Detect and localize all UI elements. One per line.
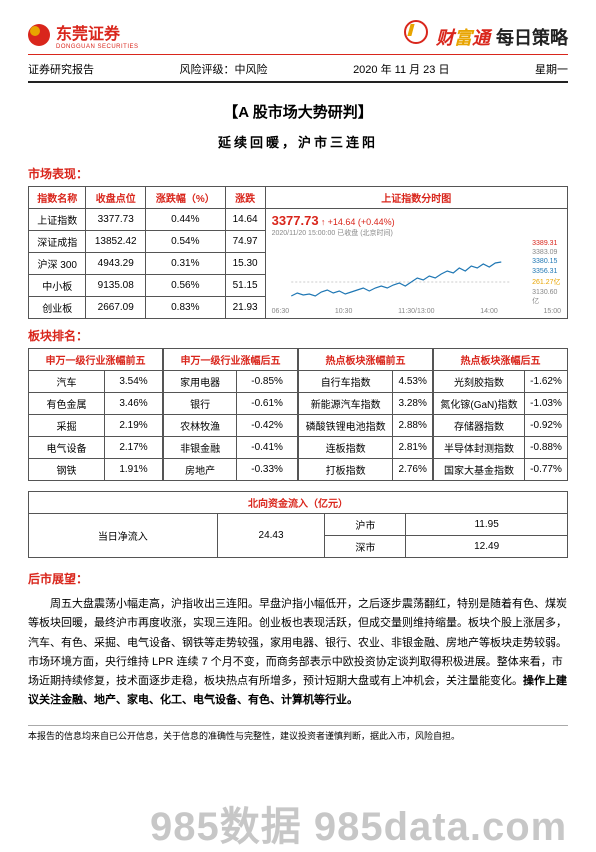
footer-disclaimer: 本报告的信息均来自已公开信息，关于信息的准确性与完整性，建议投资者谨慎判断，据此…	[28, 725, 568, 743]
market-table-wrap: 指数名称 收盘点位 涨跌幅（%） 涨跌 上证指数3377.730.44%14.6…	[28, 186, 568, 319]
mkt-col-chg: 涨跌	[225, 187, 265, 209]
meta-weekday: 星期一	[535, 61, 568, 77]
page-header: 东莞证券 DONGGUAN SECURITIES 财富通 每日策略	[28, 20, 568, 55]
sector-tables: 申万一级行业涨幅前五 汽车3.54% 有色金属3.46% 采掘2.19% 电气设…	[28, 348, 568, 481]
chart-heading: 上证指数分时图	[266, 187, 567, 209]
chart-datetime: 2020/11/20 15:00:00 已收盘 (北京时间)	[272, 228, 561, 238]
sector-table-3: 热点板块涨幅前五 自行车指数4.53% 新能源汽车指数3.28% 磷酸铁锂电池指…	[298, 348, 433, 481]
table-row: 沪深 3004943.290.31%15.30	[29, 253, 266, 275]
sub-title: 延续回暖，沪市三连阳	[28, 132, 568, 151]
sector-table-4: 热点板块涨幅后五 光刻胶指数-1.62% 氮化镓(GaN)指数-1.03% 存储…	[433, 348, 568, 481]
mkt-col-close: 收盘点位	[86, 187, 146, 209]
inflow-table-wrap: 北向资金流入（亿元） 当日净流入 24.43 沪市 11.95 深市 12.49	[28, 491, 568, 558]
caifutong-icon	[404, 20, 428, 44]
daily-strategy-label: 每日策略	[496, 24, 568, 50]
logo-left: 东莞证券 DONGGUAN SECURITIES	[28, 20, 139, 50]
intraday-chart	[272, 238, 531, 308]
table-row: 中小板9135.080.56%51.15	[29, 275, 266, 297]
sector-table-1: 申万一级行业涨幅前五 汽车3.54% 有色金属3.46% 采掘2.19% 电气设…	[28, 348, 163, 481]
logo-right: 财富通 每日策略	[404, 20, 568, 50]
meta-row: 证券研究报告 风险评级：中风险 2020 年 11 月 23 日 星期一	[28, 61, 568, 83]
main-title: 【A 股市场大势研判】	[28, 101, 568, 122]
outlook-body: 周五大盘震荡小幅走高，沪指收出三连阳。早盘沪指小幅低开，之后逐步震荡翻红，特别是…	[28, 595, 568, 711]
chart-price: 3377.73	[272, 213, 319, 228]
market-heading: 市场表现：	[28, 165, 568, 182]
chart-arrow: ↑	[321, 217, 326, 227]
brand-caifutong: 财富通	[436, 24, 490, 50]
sector-heading: 板块排名：	[28, 327, 568, 344]
table-row: 上证指数3377.730.44%14.64	[29, 209, 266, 231]
meta-report-type: 证券研究报告	[28, 61, 94, 77]
outlook-heading: 后市展望：	[28, 570, 568, 587]
company-logo-icon	[28, 24, 50, 46]
outlook-text: 周五大盘震荡小幅走高，沪指收出三连阳。早盘沪指小幅低开，之后逐步震荡翻红，特别是…	[28, 598, 567, 687]
company-name: 东莞证券	[56, 20, 139, 44]
sector-table-2: 申万一级行业涨幅后五 家用电器-0.85% 银行-0.61% 农林牧渔-0.42…	[163, 348, 298, 481]
market-index-table: 指数名称 收盘点位 涨跌幅（%） 涨跌 上证指数3377.730.44%14.6…	[28, 186, 266, 319]
company-name-en: DONGGUAN SECURITIES	[56, 44, 139, 50]
mkt-col-name: 指数名称	[29, 187, 86, 209]
meta-risk: 风险评级：中风险	[180, 61, 268, 77]
table-row: 创业板2667.090.83%21.93	[29, 297, 266, 319]
table-row: 深证成指13852.420.54%74.97	[29, 231, 266, 253]
meta-date: 2020 年 11 月 23 日	[353, 61, 449, 77]
chart-box: 3377.73 ↑ +14.64 (+0.44%) 2020/11/20 15:…	[266, 209, 567, 317]
market-chart-panel: 上证指数分时图 3377.73 ↑ +14.64 (+0.44%) 2020/1…	[266, 186, 568, 319]
mkt-col-pct: 涨跌幅（%）	[145, 187, 225, 209]
northbound-inflow-table: 北向资金流入（亿元） 当日净流入 24.43 沪市 11.95 深市 12.49	[28, 491, 568, 558]
watermark: 985数据 985data.com	[150, 794, 567, 852]
chart-delta: +14.64 (+0.44%)	[328, 217, 395, 227]
